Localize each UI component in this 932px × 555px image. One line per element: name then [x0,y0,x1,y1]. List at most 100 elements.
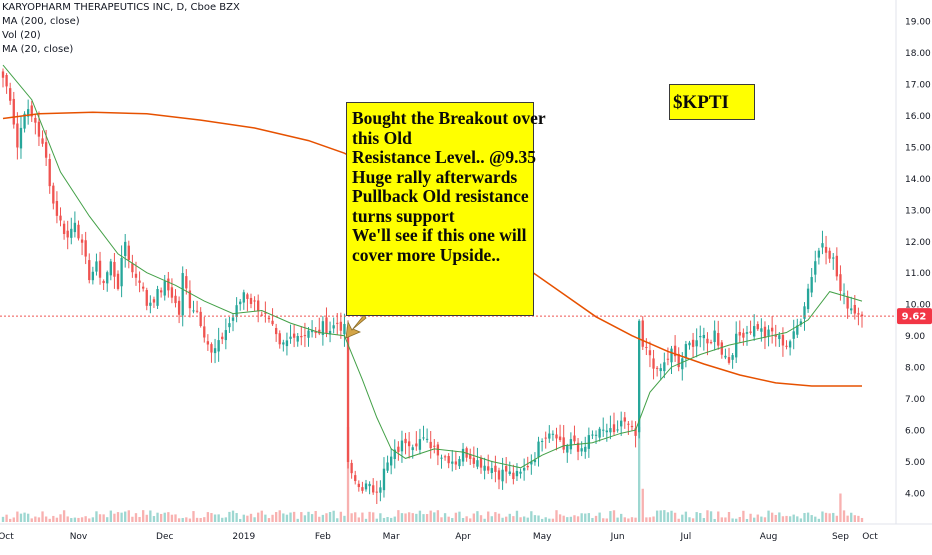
candle-body [224,330,228,341]
volume-bar [760,516,763,522]
volume-bar [634,517,637,522]
volume-bar [310,514,314,522]
candle-body [321,321,325,335]
price-axis-tick-label: 14.00 [905,175,931,185]
current-price-label: 9.62 [897,308,932,325]
annotation-note[interactable]: Bought the Breakout over this Old Resist… [346,102,546,316]
candle-body [354,475,357,482]
volume-bar [318,516,321,522]
volume-bar [706,510,709,522]
candle-body [454,461,458,465]
candle-body [461,448,465,462]
volume-bar [192,511,195,522]
volume-bar [12,517,15,522]
candle-body [652,358,655,369]
candle-body [616,429,619,431]
candle-body [400,440,404,452]
volume-bar [296,518,299,522]
candle-body [702,334,706,339]
candle-body [134,273,138,278]
candle-body [246,294,249,299]
volume-bar [630,517,634,522]
candle-body [835,255,839,277]
candle-body [512,472,515,480]
candle-body [587,435,591,449]
candle-body [717,333,720,346]
candle-body [433,445,436,447]
annotation-line: Bought the Breakout over [352,108,546,128]
volume-bar [5,514,8,522]
volume-bar [648,517,652,522]
volume-bar [487,511,490,522]
candle-body [418,439,422,450]
volume-bar [152,516,156,522]
volume-bar [260,510,263,522]
candle-body [210,344,213,353]
volume-bar [23,512,26,522]
volume-bar [569,516,573,522]
candle-body [30,105,33,117]
volume-bar [16,511,19,522]
volume-bar [314,511,317,522]
candle-body [152,299,156,303]
price-axis[interactable]: 19.00 18.00 17.00 16.00 15.00 14.00 13.00 12.00… [905,18,931,500]
volume-bar [390,517,393,522]
candle-body [472,457,475,464]
volume-bar [515,510,519,522]
volume-bar [673,512,677,522]
candle-body [102,280,105,284]
volume-bar [142,510,145,522]
candle-body [573,435,576,442]
candle-body [713,330,716,343]
candle-body [727,357,731,363]
candle-body [785,345,788,347]
volume-bar [533,515,537,522]
candle-body [267,317,271,320]
volume-bar [814,516,817,522]
volume-bar [713,518,716,522]
candle-body [483,465,486,471]
volume-bar [361,512,364,522]
volume-bar [231,510,235,522]
time-axis[interactable]: Oct Nov Dec 2019 Feb Mar Apr May Jun Jul Aug Sep Oct [0,532,878,542]
volume-bar [756,514,759,522]
legend-ma200[interactable]: MA (200, close) [2,16,80,27]
candle-body [228,323,231,328]
candle-body [260,314,263,316]
candle-body [684,344,688,358]
volume-bar [842,510,846,522]
volume-bar [217,514,220,522]
candle-body [796,325,799,335]
legend-volume[interactable]: Vol (20) [2,30,41,41]
candle-body [188,290,192,309]
volume-bar [134,513,138,522]
candle-body [756,324,759,330]
volume-bar [832,512,835,522]
candle-body [1,71,5,78]
candle-body [767,329,770,336]
volume-bar [770,512,774,522]
candle-body [659,368,662,372]
candle-body [163,281,166,296]
ticker-note[interactable]: $KPTI [669,84,755,120]
candle-body [451,461,454,464]
candle-body [490,468,493,474]
volume-bar [641,488,644,522]
volume-bar [824,512,828,522]
volume-bar [806,512,810,522]
candle-body [407,441,411,447]
volume-bar [73,517,77,522]
time-axis-tick-label: Sep [832,532,849,542]
volume-bar [512,516,515,522]
volume-bar [210,513,213,522]
volume-bar [30,518,33,522]
volume-bar [102,514,105,522]
candle-body [526,466,529,468]
candle-body [447,455,450,464]
candle-body [443,456,447,458]
candle-body [257,300,260,312]
volume-bar [393,516,396,522]
legend-ma20[interactable]: MA (20, close) [2,44,74,55]
